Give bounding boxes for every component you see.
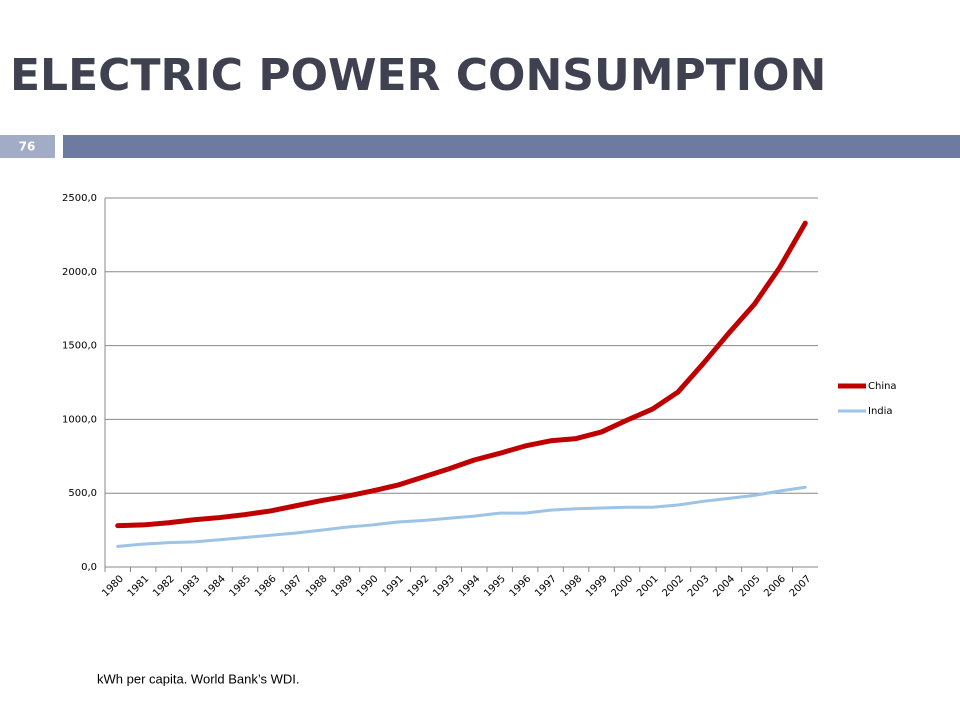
y-tick-label: 2000,0 bbox=[62, 267, 97, 278]
x-tick-label: 1993 bbox=[431, 573, 457, 599]
x-tick-label: 2004 bbox=[711, 573, 737, 599]
x-tick-label: 2005 bbox=[737, 573, 763, 599]
footnote: kWh per capita. World Bank’s WDI. bbox=[97, 671, 300, 686]
y-tick-label: 500,0 bbox=[68, 488, 97, 499]
x-tick-label: 1995 bbox=[482, 573, 508, 599]
x-tick-label: 1988 bbox=[304, 573, 330, 599]
legend-label: India bbox=[868, 406, 893, 417]
x-tick-label: 1999 bbox=[584, 573, 610, 599]
number-box bbox=[0, 135, 55, 158]
legend-label: China bbox=[868, 381, 897, 392]
x-tick-label: 1981 bbox=[126, 573, 152, 599]
x-tick-label: 1982 bbox=[151, 573, 177, 599]
x-tick-label: 1997 bbox=[533, 573, 559, 599]
x-tick-label: 1992 bbox=[406, 573, 432, 599]
x-tick-label: 1991 bbox=[380, 573, 406, 599]
y-tick-label: 1500,0 bbox=[62, 341, 97, 352]
y-tick-label: 2500,0 bbox=[62, 193, 97, 204]
x-tick-label: 1994 bbox=[457, 573, 483, 599]
x-tick-label: 2003 bbox=[686, 573, 712, 599]
x-tick-label: 1990 bbox=[355, 573, 381, 599]
x-tick-label: 1984 bbox=[202, 573, 228, 599]
y-tick-label: 1000,0 bbox=[62, 414, 97, 425]
slide-title: ELECTRIC POWER CONSUMPTION bbox=[10, 50, 826, 101]
slide-number: 76 bbox=[19, 140, 36, 154]
series-line bbox=[116, 485, 807, 548]
x-tick-label: 1985 bbox=[228, 573, 254, 599]
x-tick-label: 1986 bbox=[253, 573, 279, 599]
x-tick-label: 2002 bbox=[660, 573, 686, 599]
x-tick-label: 2006 bbox=[762, 573, 788, 599]
x-tick-label: 1983 bbox=[177, 573, 203, 599]
header-bar bbox=[63, 135, 960, 158]
x-tick-label: 2001 bbox=[635, 573, 661, 599]
x-tick-label: 1980 bbox=[100, 573, 126, 599]
x-tick-label: 1989 bbox=[329, 573, 355, 599]
x-tick-label: 2007 bbox=[788, 573, 814, 599]
x-tick-label: 1998 bbox=[559, 573, 585, 599]
series-line bbox=[115, 220, 808, 529]
x-tick-label: 1996 bbox=[508, 573, 534, 599]
x-tick-label: 2000 bbox=[609, 573, 635, 599]
y-tick-label: 0,0 bbox=[81, 562, 97, 573]
x-tick-label: 1987 bbox=[278, 573, 304, 599]
